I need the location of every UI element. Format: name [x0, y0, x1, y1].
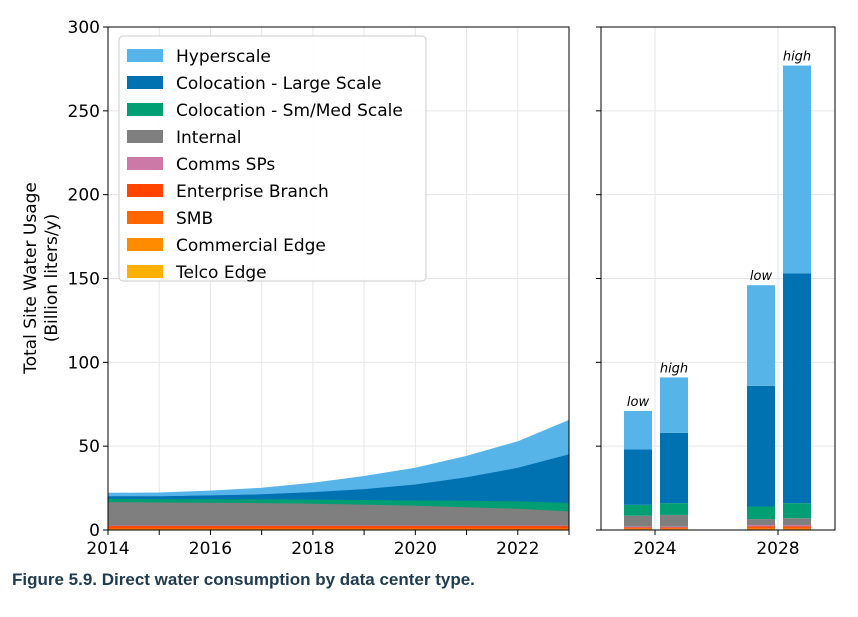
bar-segment-colocation-sm-med-scale	[624, 505, 652, 516]
y-axis-label: Total Site Water Usage(Billion liters/y)	[21, 182, 62, 375]
bar-segment-enterprise-branch	[660, 527, 688, 528]
scenario-label: high	[660, 361, 688, 376]
legend-swatch-colocation-large-scale	[127, 76, 163, 89]
bar-segment-internal	[624, 516, 652, 527]
bar-segment-smb	[660, 528, 688, 529]
bar-segment-comms-sps	[783, 525, 811, 527]
bar-segment-hyperscale	[783, 66, 811, 274]
x-tick-label: 2022	[496, 539, 539, 559]
y-tick-label: 200	[68, 186, 100, 206]
legend-label-colocation-large-scale: Colocation - Large Scale	[176, 74, 382, 94]
y-tick-label: 150	[68, 270, 100, 290]
x-tick-label: 2014	[86, 539, 129, 559]
legend-swatch-telco-edge	[127, 265, 163, 278]
bar-segment-smb	[747, 527, 775, 528]
bar-segment-commercial-edge	[783, 529, 811, 530]
legend-label-colocation-sm-med-scale: Colocation - Sm/Med Scale	[176, 101, 403, 121]
legend-swatch-colocation-sm-med-scale	[127, 103, 163, 116]
legend-swatch-smb	[127, 211, 163, 224]
scenario-label: low	[750, 269, 773, 284]
legend-label-hyperscale: Hyperscale	[176, 47, 271, 67]
legend-label-commercial-edge: Commercial Edge	[176, 236, 326, 256]
legend-swatch-internal	[127, 130, 163, 143]
bar-segment-colocation-large-scale	[747, 386, 775, 507]
bar-segment-comms-sps	[624, 527, 652, 528]
scenario-label: high	[783, 50, 811, 65]
legend-label-telco-edge: Telco Edge	[175, 263, 267, 283]
bar-segment-colocation-large-scale	[783, 273, 811, 503]
legend-label-enterprise-branch: Enterprise Branch	[176, 182, 329, 202]
bar-segment-hyperscale	[747, 285, 775, 386]
x-tick-label: 2018	[291, 539, 334, 559]
bar-segment-enterprise-branch	[624, 527, 652, 528]
bar-segment-commercial-edge	[747, 529, 775, 530]
legend-label-comms-sps: Comms SPs	[176, 155, 275, 175]
y-axis-label-line: (Billion liters/y)	[42, 214, 62, 343]
y-tick-label: 50	[78, 437, 100, 457]
y-tick-label: 0	[89, 521, 100, 541]
bar-segment-colocation-large-scale	[624, 450, 652, 505]
bar-segment-hyperscale	[624, 411, 652, 450]
bar-segment-internal	[660, 515, 688, 527]
bar-segment-colocation-sm-med-scale	[783, 503, 811, 518]
legend-swatch-enterprise-branch	[127, 184, 163, 197]
legend-label-internal: Internal	[176, 128, 242, 148]
bar-segment-colocation-sm-med-scale	[747, 507, 775, 520]
bar-segment-internal	[747, 519, 775, 525]
figure-caption: Figure 5.9. Direct water consumption by …	[12, 570, 475, 590]
legend-swatch-comms-sps	[127, 157, 163, 170]
bar-segment-comms-sps	[747, 525, 775, 527]
x-tick-label: 2024	[633, 539, 676, 559]
x-tick-label: 2020	[394, 539, 437, 559]
legend-swatch-commercial-edge	[127, 238, 163, 251]
bar-segment-smb	[624, 528, 652, 529]
bar-segment-smb	[783, 527, 811, 528]
y-axis-label-line: Total Site Water Usage	[21, 182, 41, 375]
legend-swatch-hyperscale	[127, 49, 163, 62]
bar-segment-enterprise-branch	[783, 526, 811, 527]
bar-segment-internal	[783, 518, 811, 525]
legend-label-smb: SMB	[176, 209, 213, 229]
y-tick-label: 250	[68, 102, 100, 122]
y-tick-label: 300	[68, 18, 100, 38]
area-panel: 0 50 100 150 200 250 300 2014 2016 2018 2020 2022 To…	[21, 18, 569, 559]
bar-segment-enterprise-branch	[747, 526, 775, 527]
bar-segment-colocation-sm-med-scale	[660, 503, 688, 515]
x-tick-label: 2028	[756, 539, 799, 559]
bar-segment-comms-sps	[660, 527, 688, 528]
bar-segment-colocation-large-scale	[660, 433, 688, 503]
y-tick-label: 100	[68, 353, 100, 373]
x-tick-label: 2016	[189, 539, 232, 559]
bar-segment-hyperscale	[660, 377, 688, 432]
scenario-label: low	[627, 395, 650, 410]
legend: Hyperscale Colocation - Large Scale Coloca…	[119, 36, 426, 283]
bar-panel: low high low high 2024 2028	[596, 27, 835, 559]
